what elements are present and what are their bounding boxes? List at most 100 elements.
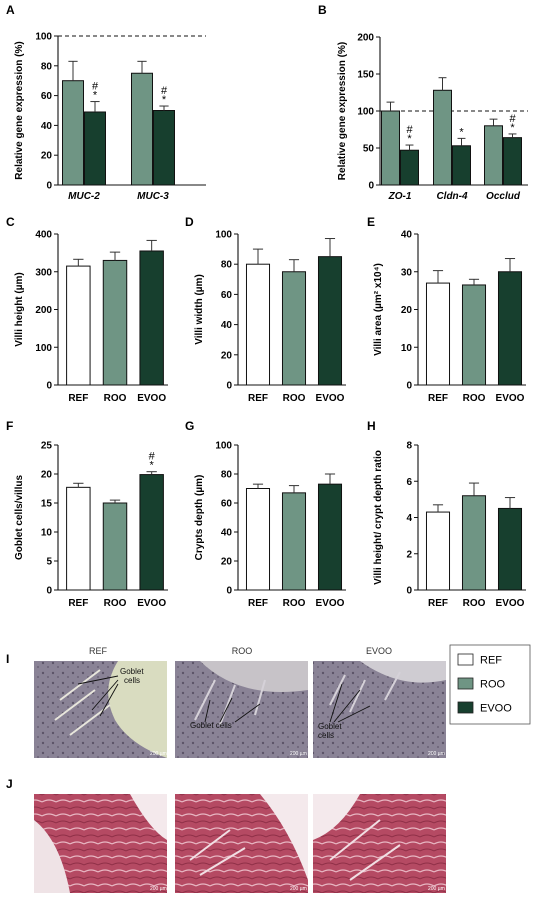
chart-panel-e: E 0 10 20 30 40 Villi area (µm² x10⁴) REF ROO EVO… bbox=[367, 215, 526, 404]
bar-ref bbox=[245, 263, 271, 386]
significance-mark: * bbox=[150, 460, 155, 472]
bar-roo-cldn-4 bbox=[433, 89, 452, 186]
y-tick-label: 15 bbox=[41, 499, 53, 510]
y-tick-label: 0 bbox=[368, 181, 374, 192]
y-tick-label: 10 bbox=[401, 343, 413, 354]
y-tick-label: 300 bbox=[35, 267, 52, 278]
bar-roo bbox=[102, 259, 128, 386]
bar-evoo bbox=[139, 250, 164, 386]
category-label: ROO bbox=[283, 393, 306, 404]
significance-mark: # bbox=[149, 451, 156, 463]
category-label: EVOO bbox=[316, 393, 345, 404]
scale-bar-j-ref: 200 µm bbox=[150, 886, 167, 892]
y-tick-label: 150 bbox=[357, 70, 374, 81]
legend: REF ROO EVOO bbox=[449, 644, 531, 725]
y-tick-label: 100 bbox=[35, 32, 52, 43]
histology-title-roo: ROO bbox=[232, 646, 253, 656]
y-tick-label: 50 bbox=[363, 144, 375, 155]
category-label: MUC-3 bbox=[137, 191, 169, 202]
bar-evoo-muc-2 bbox=[84, 111, 106, 186]
micrograph-i-ref: Goblet cells 200 µm bbox=[34, 661, 167, 758]
panel-label-c: C bbox=[6, 215, 15, 229]
micrograph-i-evoo: Goblet cells 200 µm bbox=[313, 661, 446, 758]
y-tick-label: 0 bbox=[406, 381, 412, 392]
category-label: EVOO bbox=[137, 393, 166, 404]
panel-label-f: F bbox=[6, 419, 13, 433]
bar-evoo bbox=[497, 271, 523, 386]
y-tick-label: 10 bbox=[41, 528, 53, 539]
category-label: ROO bbox=[283, 598, 306, 609]
micrograph-i-roo: Goblet cells 200 µm bbox=[175, 661, 308, 758]
panel-label-i: I bbox=[6, 652, 9, 666]
scale-bar-i-roo: 200 µm bbox=[290, 751, 307, 757]
y-tick-label: 4 bbox=[406, 513, 412, 524]
bar-ref bbox=[66, 265, 91, 386]
bar-roo-occlud bbox=[484, 125, 503, 186]
y-tick-label: 80 bbox=[221, 470, 233, 481]
panel-label-d: D bbox=[185, 215, 194, 229]
y-tick-label: 100 bbox=[215, 230, 232, 241]
significance-mark: * bbox=[162, 94, 167, 106]
y-tick-label: 400 bbox=[35, 230, 52, 241]
bar-roo-muc-3 bbox=[131, 72, 153, 186]
category-label: REF bbox=[68, 393, 88, 404]
chart-panel-g: G 0 20 40 60 80 100 Crypts depth (µm) REF ROO EVOO bbox=[185, 419, 346, 609]
y-tick-label: 80 bbox=[221, 260, 233, 271]
legend-label-ref: REF bbox=[480, 655, 502, 667]
category-label: Cldn-4 bbox=[436, 191, 468, 202]
bar-roo bbox=[281, 492, 307, 591]
bar-ref bbox=[66, 486, 91, 591]
significance-mark: * bbox=[510, 122, 515, 134]
y-tick-label: 20 bbox=[41, 151, 53, 162]
scale-bar-j-evoo: 200 µm bbox=[428, 886, 445, 892]
panel-label-h: H bbox=[367, 419, 376, 433]
legend-swatch-ref bbox=[457, 653, 474, 666]
scale-bar-j-roo: 200 µm bbox=[290, 886, 307, 892]
legend-label-evoo: EVOO bbox=[480, 703, 512, 715]
bar-evoo bbox=[497, 507, 523, 591]
y-tick-label: 30 bbox=[401, 267, 413, 278]
bar-roo bbox=[461, 495, 487, 591]
micrograph-j-ref: 200 µm bbox=[34, 794, 167, 893]
category-label: REF bbox=[68, 598, 88, 609]
micrograph-j-roo: 200 µm bbox=[175, 794, 308, 893]
y-axis-label: Relative gene expression (%) bbox=[14, 41, 25, 179]
bar-roo-muc-2 bbox=[62, 80, 84, 186]
y-axis-label: Villi width (µm) bbox=[194, 274, 205, 345]
chart-panel-c: C 0 100 200 300 400 Villi height (µm) REF ROO EVO… bbox=[6, 215, 168, 404]
legend-label-roo: ROO bbox=[480, 679, 506, 691]
panel-label-g: G bbox=[185, 419, 194, 433]
y-tick-label: 5 bbox=[46, 557, 52, 568]
bar-evoo-muc-3 bbox=[153, 110, 175, 186]
y-tick-label: 200 bbox=[357, 33, 374, 44]
legend-swatch-evoo bbox=[457, 701, 474, 714]
y-tick-label: 40 bbox=[221, 320, 233, 331]
bar-evoo-cldn-4 bbox=[452, 145, 471, 186]
histology-row-j: J 200 µm 200 µm 200 µm bbox=[6, 777, 446, 893]
y-tick-label: 0 bbox=[46, 586, 52, 597]
panel-label-a: A bbox=[6, 3, 15, 17]
y-tick-label: 20 bbox=[401, 305, 413, 316]
category-label: ROO bbox=[104, 598, 127, 609]
y-tick-label: 100 bbox=[215, 441, 232, 452]
bar-ref bbox=[425, 282, 451, 386]
category-label: ROO bbox=[463, 598, 486, 609]
histology-row-i: I REF ROO EVOO Goblet cells 200 µm Goblet… bbox=[6, 646, 446, 758]
scale-bar-i-ref: 200 µm bbox=[150, 751, 167, 757]
y-tick-label: 0 bbox=[226, 381, 232, 392]
category-label: EVOO bbox=[496, 393, 525, 404]
category-label: ROO bbox=[104, 393, 127, 404]
scale-bar-i-evoo: 200 µm bbox=[428, 751, 445, 757]
y-tick-label: 0 bbox=[46, 181, 52, 192]
annotation-goblet-evoo: Goblet cells bbox=[318, 722, 342, 740]
y-tick-label: 20 bbox=[41, 470, 53, 481]
bar-roo bbox=[461, 284, 487, 386]
bar-evoo-zo-1 bbox=[400, 149, 419, 186]
panel-label-b: B bbox=[318, 3, 327, 17]
y-tick-label: 20 bbox=[221, 350, 233, 361]
bar-ref bbox=[425, 511, 451, 591]
legend-swatch-roo bbox=[457, 677, 474, 690]
y-tick-label: 2 bbox=[406, 549, 412, 560]
